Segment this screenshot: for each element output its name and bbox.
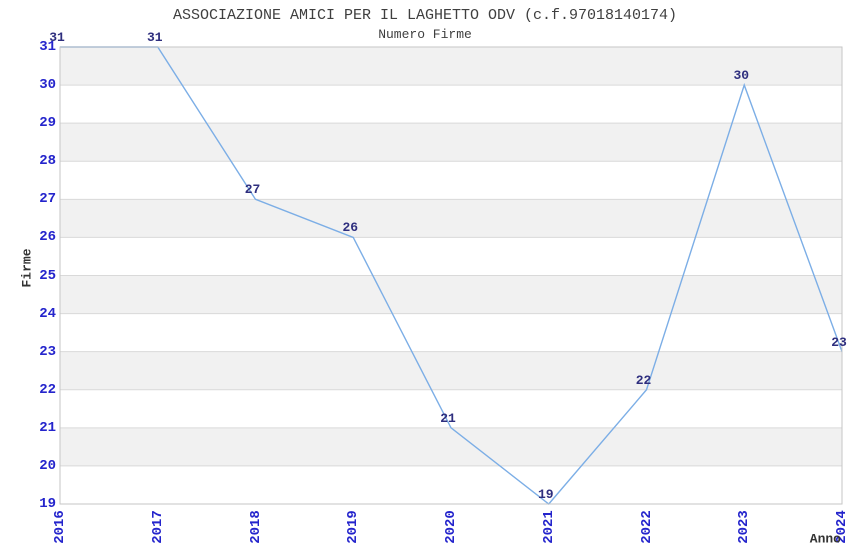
data-label: 21 bbox=[440, 410, 456, 426]
x-axis-title: Anno bbox=[809, 531, 841, 547]
y-grid-band bbox=[60, 199, 842, 238]
y-tick-label: 23 bbox=[39, 343, 56, 360]
y-tick-label: 26 bbox=[39, 229, 56, 246]
data-label: 31 bbox=[146, 30, 163, 45]
y-grid-band bbox=[60, 161, 842, 200]
y-grid-band bbox=[60, 465, 842, 504]
y-grid-band bbox=[60, 275, 842, 314]
series-line bbox=[60, 46, 843, 505]
x-tick-label: 2017 bbox=[149, 510, 166, 544]
data-label: 26 bbox=[342, 220, 359, 236]
y-grid-band bbox=[60, 47, 842, 86]
y-tick-label: 22 bbox=[39, 381, 56, 398]
y-grid-band bbox=[60, 427, 842, 466]
y-tick-label: 30 bbox=[39, 77, 56, 94]
data-label: 31 bbox=[49, 30, 65, 45]
y-tick-label: 31 bbox=[39, 39, 56, 55]
y-grid-band bbox=[60, 123, 842, 162]
y-grid-band bbox=[60, 85, 842, 124]
x-tick-label: 2019 bbox=[345, 510, 362, 544]
x-tick-label: 2021 bbox=[540, 510, 557, 544]
data-label: 30 bbox=[733, 68, 750, 84]
chart-title: ASSOCIAZIONE AMICI PER IL LAGHETTO ODV (… bbox=[172, 7, 678, 24]
y-tick-label: 27 bbox=[39, 191, 56, 208]
data-label: 23 bbox=[831, 334, 847, 350]
data-label: 27 bbox=[244, 182, 261, 198]
y-grid-band bbox=[60, 351, 842, 390]
plot-border bbox=[59, 46, 843, 505]
y-tick-label: 25 bbox=[39, 267, 56, 284]
y-tick-label: 29 bbox=[39, 115, 56, 132]
y-tick-label: 20 bbox=[39, 457, 56, 474]
chart-subtitle: Numero Firme bbox=[378, 27, 472, 42]
x-tick-label: 2022 bbox=[638, 510, 655, 544]
y-tick-label: 21 bbox=[39, 419, 56, 436]
x-tick-label: 2020 bbox=[443, 510, 459, 544]
x-tick-label: 2016 bbox=[52, 510, 68, 544]
x-tick-label: 2018 bbox=[247, 510, 264, 544]
data-label: 22 bbox=[635, 372, 652, 388]
data-label: 19 bbox=[537, 487, 554, 502]
y-grid-band bbox=[60, 237, 842, 276]
y-grid-band bbox=[60, 313, 842, 352]
y-tick-label: 24 bbox=[39, 305, 56, 322]
y-tick-label: 19 bbox=[39, 496, 56, 512]
y-grid-band bbox=[60, 389, 842, 428]
x-tick-label: 2023 bbox=[736, 510, 753, 544]
y-tick-label: 28 bbox=[39, 153, 56, 170]
